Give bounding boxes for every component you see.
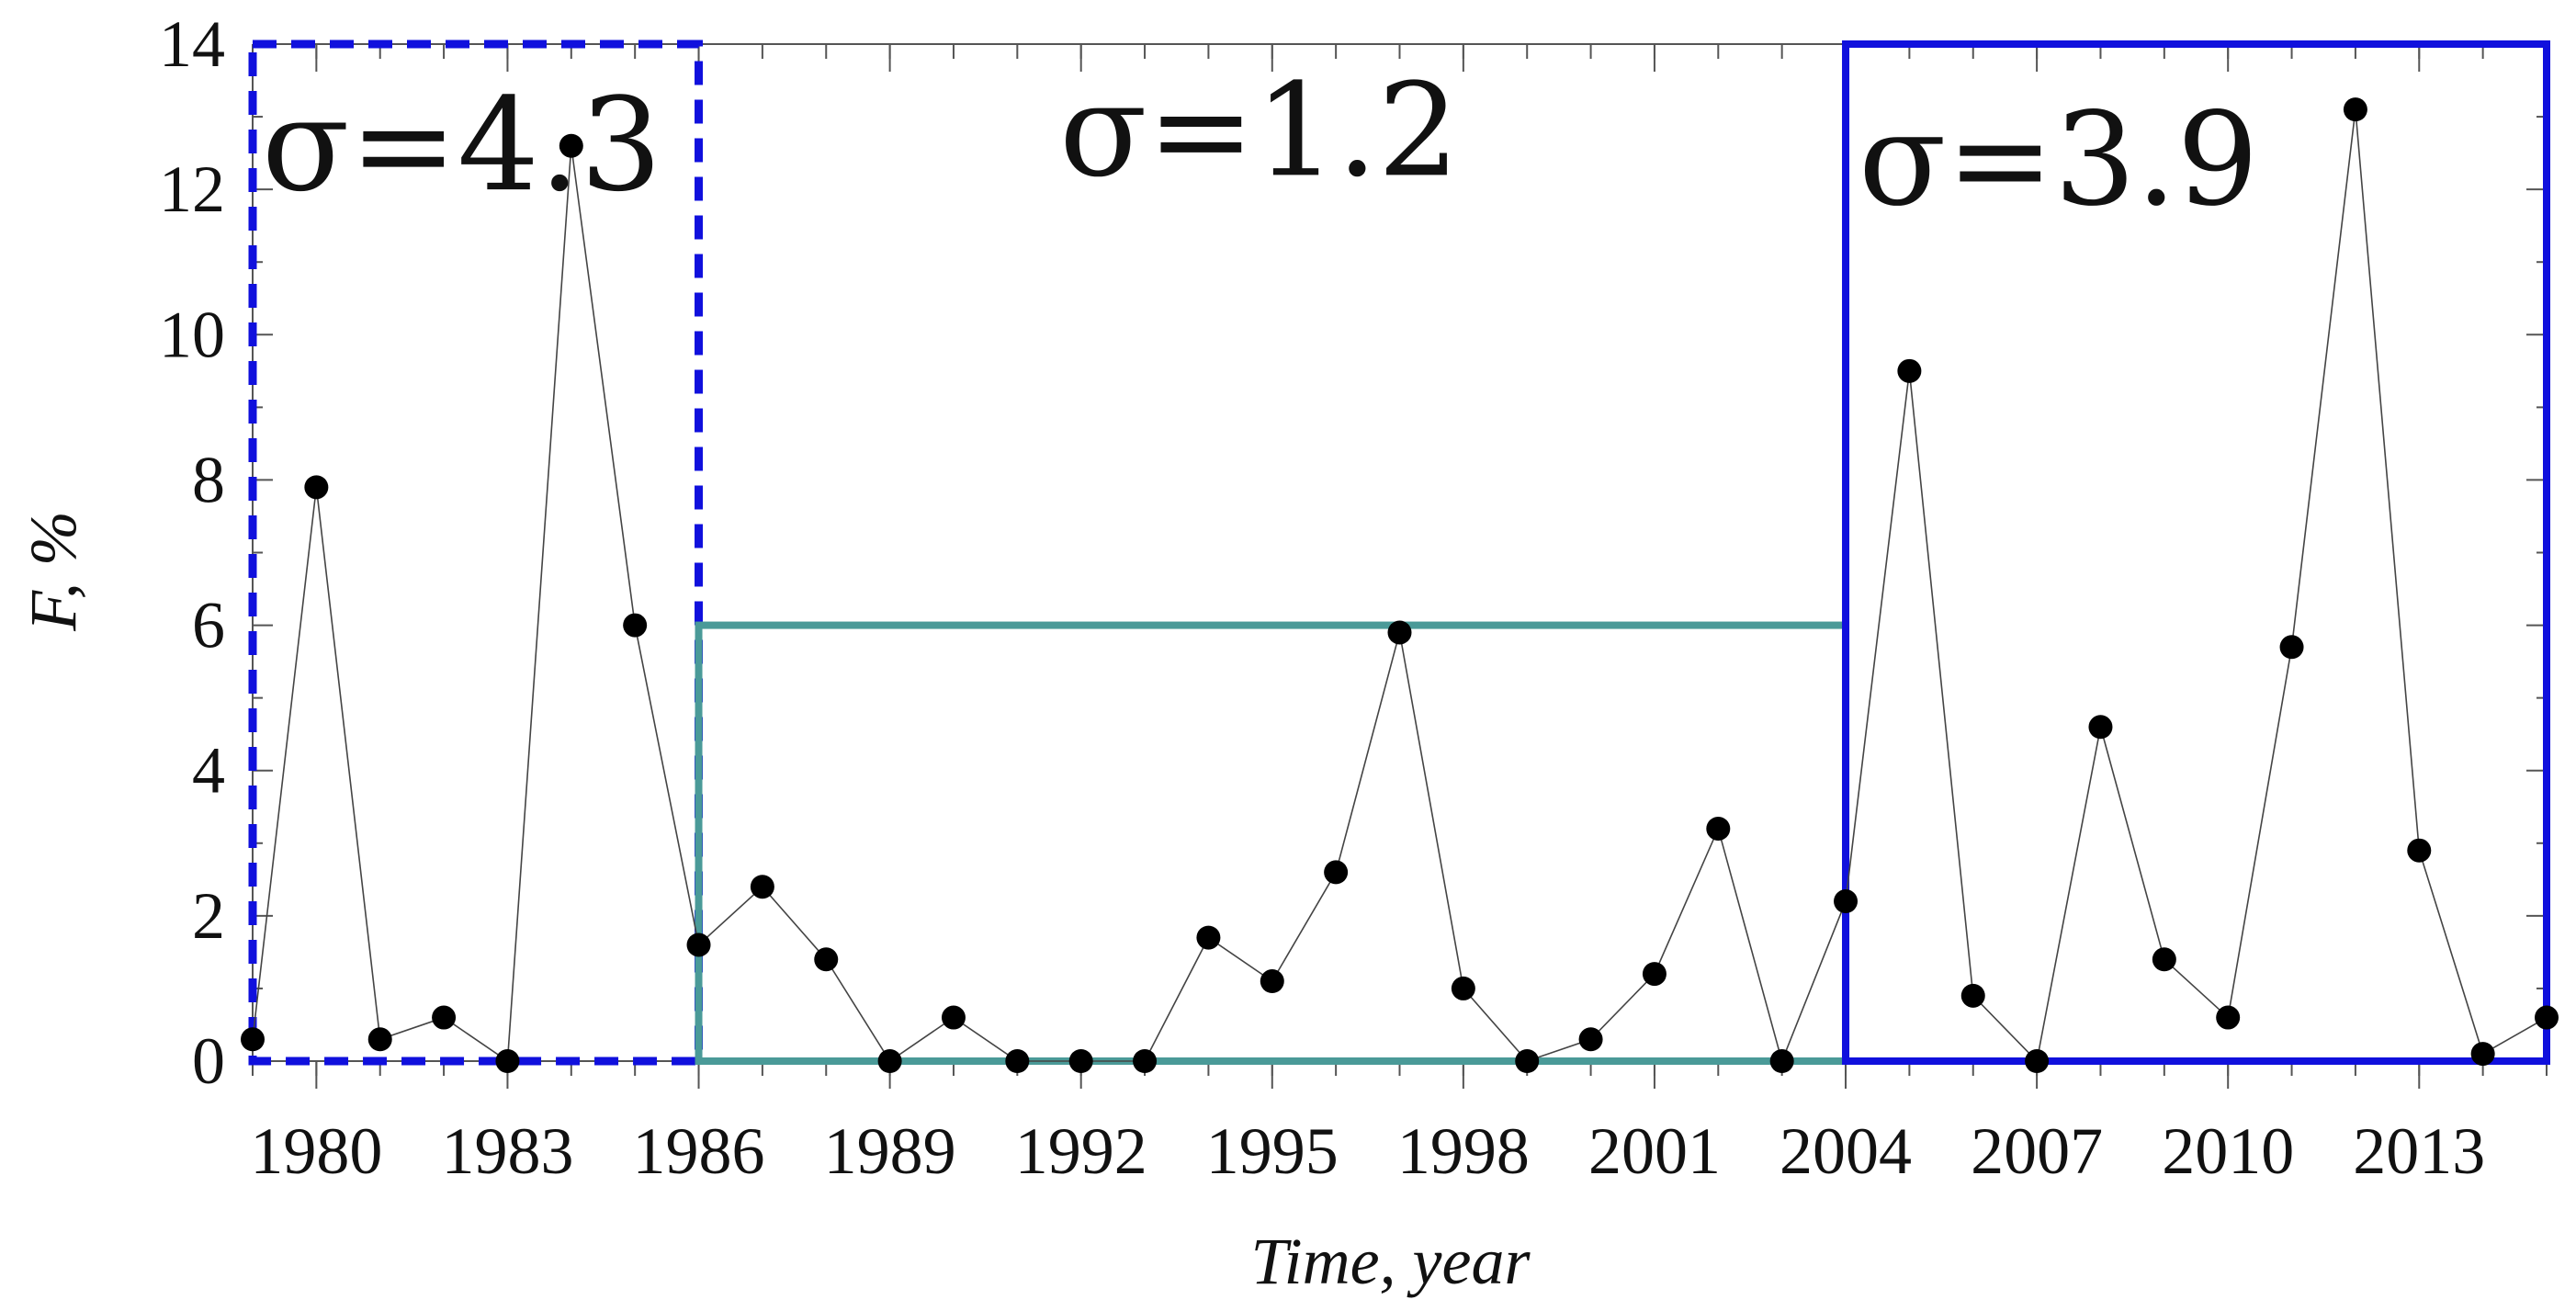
data-point [241, 1027, 265, 1052]
x-tick-label: 1992 [1015, 1114, 1147, 1188]
data-point [1133, 1049, 1158, 1073]
y-tick-label: 6 [192, 589, 225, 662]
x-tick-label: 1995 [1206, 1114, 1339, 1188]
data-point [1068, 1049, 1093, 1073]
sigma-region-box [1842, 40, 2551, 1065]
data-point [2279, 635, 2304, 660]
data-point [2216, 1005, 2241, 1030]
data-point [1515, 1049, 1540, 1073]
x-tick-label: 1986 [633, 1114, 765, 1188]
x-tick-label: 1983 [441, 1114, 573, 1188]
data-point [559, 133, 583, 158]
data-point [2343, 97, 2367, 122]
data-point [2535, 1005, 2559, 1030]
data-series [241, 97, 2559, 1073]
series-line [252, 109, 2548, 1064]
data-point [2152, 947, 2176, 972]
data-point [432, 1005, 457, 1030]
data-point [1324, 860, 1349, 885]
data-point [1769, 1049, 1794, 1073]
data-point [495, 1049, 520, 1073]
y-tick-label: 8 [192, 443, 225, 516]
data-point [814, 947, 839, 972]
x-tick-label: 2007 [1971, 1114, 2103, 1188]
data-point [1451, 976, 1475, 1000]
x-tick-label: 1989 [824, 1114, 956, 1188]
labels: 0 2 4 6 8 10 12 14 1980 1983 1986 1989 1992 1995 1998 2… [17, 7, 2485, 1298]
data-point [2088, 715, 2113, 740]
sigma-label: σ=1.2 [1059, 56, 1460, 206]
data-point [2025, 1049, 2050, 1073]
sigma-label: σ=3.9 [1859, 85, 2259, 235]
x-tick-label: 1980 [250, 1114, 382, 1188]
data-point [1960, 983, 1985, 1008]
data-point [750, 875, 774, 899]
sigma-region-box [695, 621, 1850, 1065]
y-tick-label: 10 [159, 298, 225, 371]
data-point [1260, 969, 1284, 994]
data-point [877, 1049, 902, 1073]
y-tick-label: 2 [192, 879, 225, 953]
data-point [367, 1027, 392, 1052]
data-point [1834, 889, 1859, 914]
y-axis-title: F, % [17, 511, 90, 632]
data-point [1578, 1027, 1603, 1052]
x-axis-title: Time, year [1251, 1225, 1531, 1298]
data-point [1642, 962, 1666, 987]
y-tick-label: 0 [192, 1024, 225, 1098]
data-point [2470, 1042, 2495, 1067]
data-point [1196, 925, 1221, 950]
data-point [1706, 816, 1731, 841]
data-point [623, 613, 648, 638]
data-point [941, 1005, 966, 1030]
data-point [2407, 838, 2432, 863]
sigma-label: σ=4.3 [262, 71, 662, 220]
data-point [1387, 620, 1412, 645]
x-tick-label: 2010 [2162, 1114, 2294, 1188]
x-tick-label: 2004 [1779, 1114, 1912, 1188]
x-tick-label: 1998 [1397, 1114, 1530, 1188]
data-point [1005, 1049, 1030, 1073]
y-tick-label: 12 [159, 153, 225, 226]
x-tick-label: 2013 [2353, 1114, 2485, 1188]
data-point [1897, 358, 1922, 383]
x-tick-label: 2001 [1588, 1114, 1721, 1188]
sigma-regions [248, 40, 2551, 1066]
data-point [304, 475, 329, 500]
data-point [686, 932, 711, 957]
y-tick-label: 4 [192, 734, 225, 808]
y-tick-label: 14 [159, 7, 225, 81]
